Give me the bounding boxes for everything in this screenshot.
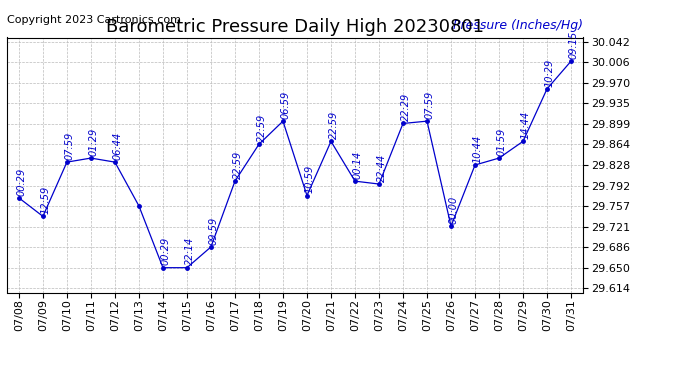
Text: 01:29: 01:29 (89, 128, 99, 156)
Text: 06:44: 06:44 (112, 132, 123, 160)
Text: 07:59: 07:59 (65, 132, 75, 160)
Text: 00:29: 00:29 (161, 237, 171, 266)
Text: 00:29: 00:29 (17, 167, 27, 196)
Text: 00:14: 00:14 (353, 151, 363, 179)
Text: 12:59: 12:59 (41, 186, 51, 214)
Text: 00:00: 00:00 (449, 196, 459, 224)
Text: 22:59: 22:59 (233, 151, 243, 179)
Text: 06:59: 06:59 (281, 91, 291, 119)
Text: 01:59: 01:59 (497, 128, 507, 156)
Text: 07:59: 07:59 (425, 91, 435, 119)
Text: 22:59: 22:59 (329, 111, 339, 139)
Text: 22:29: 22:29 (401, 93, 411, 121)
Text: 10:44: 10:44 (473, 135, 483, 163)
Text: 10:29: 10:29 (545, 58, 555, 87)
Text: 22:44: 22:44 (377, 153, 387, 182)
Text: 14:44: 14:44 (521, 111, 531, 139)
Text: Pressure (Inches/Hg): Pressure (Inches/Hg) (453, 20, 583, 32)
Text: 09:59: 09:59 (209, 216, 219, 244)
Text: 10:59: 10:59 (305, 165, 315, 193)
Text: 22:14: 22:14 (185, 237, 195, 266)
Text: 22:59: 22:59 (257, 114, 267, 142)
Text: 09:15: 09:15 (569, 31, 579, 59)
Text: Copyright 2023 Cartronics.com: Copyright 2023 Cartronics.com (7, 15, 181, 25)
Title: Barometric Pressure Daily High 20230801: Barometric Pressure Daily High 20230801 (106, 18, 484, 36)
